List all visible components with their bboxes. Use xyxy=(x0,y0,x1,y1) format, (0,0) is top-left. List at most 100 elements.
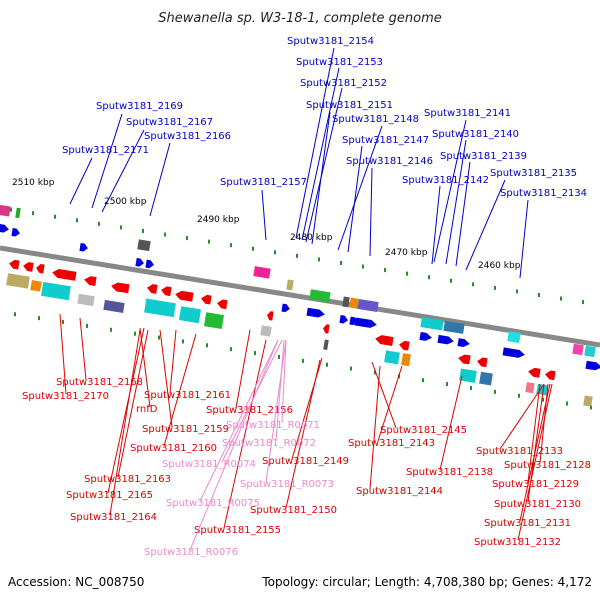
scale-dot xyxy=(110,327,112,332)
reverse-gene xyxy=(323,324,330,334)
top-gene-label: Sputw3181_2157 xyxy=(220,177,307,188)
scale-dot xyxy=(274,250,276,255)
scale-dot xyxy=(98,221,100,226)
genome-title: Shewanella sp. W3-18-1, complete genome xyxy=(158,11,441,26)
scale-dot xyxy=(10,207,12,212)
feature-block xyxy=(357,298,379,313)
bottom-gene-label: Sputw3181_2170 xyxy=(22,391,109,402)
bottom-label-leader xyxy=(109,329,141,516)
reverse-gene xyxy=(528,367,541,378)
feature-block xyxy=(309,289,331,303)
scale-dot xyxy=(142,228,144,233)
top-label-leader xyxy=(347,145,363,253)
scale-dot xyxy=(134,331,136,336)
top-gene-label: Sputw3181_2140 xyxy=(432,129,519,140)
rna-label-leader xyxy=(199,339,279,502)
top-gene-label: Sputw3181_2148 xyxy=(332,114,419,125)
reverse-gene xyxy=(23,262,34,272)
feature-block xyxy=(459,368,477,383)
feature-block xyxy=(443,320,465,334)
top-gene-label: Sputw3181_2146 xyxy=(346,156,433,167)
scale-dot xyxy=(120,225,122,230)
bottom-label-leader xyxy=(517,383,553,541)
feature-block xyxy=(479,371,493,386)
bottom-label-leader xyxy=(139,327,151,408)
scale-dot xyxy=(516,289,518,294)
top-label-leader xyxy=(305,87,343,243)
scale-dot xyxy=(560,296,562,301)
top-label-leader xyxy=(337,125,383,251)
top-label-leader xyxy=(101,129,145,213)
scale-dot xyxy=(62,320,64,325)
rna-label-leader xyxy=(275,339,285,442)
feature-block xyxy=(41,281,71,301)
bottom-label-leader xyxy=(369,365,381,490)
bottom-label-leader xyxy=(79,317,87,381)
bottom-label-leader xyxy=(519,383,551,522)
top-gene-label: Sputw3181_2134 xyxy=(500,188,587,199)
bottom-gene-label: Sputw3181_2161 xyxy=(144,390,231,401)
top-label-leader xyxy=(465,179,506,271)
scale-dot xyxy=(252,246,254,251)
feature-block xyxy=(179,306,201,324)
top-gene-label: Sputw3181_2139 xyxy=(440,151,527,162)
scale-dot xyxy=(186,236,188,241)
feature-block xyxy=(384,350,400,365)
scale-dot xyxy=(302,358,304,363)
rna-label-leader xyxy=(189,339,279,551)
bottom-label-leader xyxy=(169,329,177,394)
rna-gene-label: Sputw3181_R0074 xyxy=(162,459,256,470)
scale-dot xyxy=(208,239,210,244)
bottom-gene-label: rnfD xyxy=(136,404,158,415)
bottom-label-leader xyxy=(285,359,321,509)
scale-dot xyxy=(566,401,568,406)
reverse-gene xyxy=(458,354,471,365)
bottom-label-leader xyxy=(107,327,145,494)
scale-dot xyxy=(362,264,364,269)
feature-block xyxy=(349,297,359,309)
bottom-gene-label: Sputw3181_2132 xyxy=(474,537,561,548)
reverse-gene xyxy=(161,286,172,297)
feature-block xyxy=(584,345,596,358)
bottom-label-leader xyxy=(223,339,267,529)
reverse-gene xyxy=(477,357,488,368)
top-label-leader xyxy=(69,157,93,205)
bottom-gene-label: Sputw3181_2149 xyxy=(262,456,349,467)
top-gene-label: Sputw3181_2141 xyxy=(424,108,511,119)
rna-gene-label: Sputw3181_R0073 xyxy=(240,479,334,490)
reverse-gene xyxy=(147,284,158,294)
bottom-label-leader xyxy=(117,329,149,478)
scale-dot xyxy=(422,378,424,383)
bottom-gene-label: Sputw3181_2133 xyxy=(476,446,563,457)
bottom-gene-label: Sputw3181_2163 xyxy=(84,474,171,485)
scale-dot xyxy=(406,271,408,276)
bottom-gene-label: Sputw3181_2144 xyxy=(356,486,443,497)
top-label-leader xyxy=(261,189,267,241)
rna-gene-label: Sputw3181_R0075 xyxy=(166,498,260,509)
bottom-gene-label: Sputw3181_2145 xyxy=(380,425,467,436)
scale-tick-label: 2500 kbp xyxy=(104,197,147,207)
bottom-label-leader xyxy=(371,361,397,429)
bottom-label-leader xyxy=(59,313,67,395)
top-label-leader xyxy=(149,142,171,217)
feature-block xyxy=(0,204,11,217)
scale-dot xyxy=(230,347,232,352)
feature-block xyxy=(6,273,30,289)
bottom-gene-label: Sputw3181_2160 xyxy=(130,443,217,454)
reverse-gene xyxy=(545,370,556,381)
scale-dot xyxy=(76,218,78,223)
bottom-gene-label: Sputw3181_2156 xyxy=(206,405,293,416)
bottom-label-leader xyxy=(527,383,541,483)
bottom-gene-label: Sputw3181_2150 xyxy=(250,505,337,516)
scale-dot xyxy=(450,278,452,283)
top-gene-label: Sputw3181_2142 xyxy=(402,175,489,186)
bottom-gene-label: Sputw3181_2128 xyxy=(504,460,591,471)
forward-gene xyxy=(135,258,144,267)
feature-block xyxy=(144,298,176,318)
feature-block xyxy=(420,317,444,331)
scale-dot xyxy=(318,257,320,262)
bottom-gene-label: Sputw3181_2165 xyxy=(66,490,153,501)
top-label-leader xyxy=(519,199,529,279)
top-label-leader xyxy=(431,185,441,265)
